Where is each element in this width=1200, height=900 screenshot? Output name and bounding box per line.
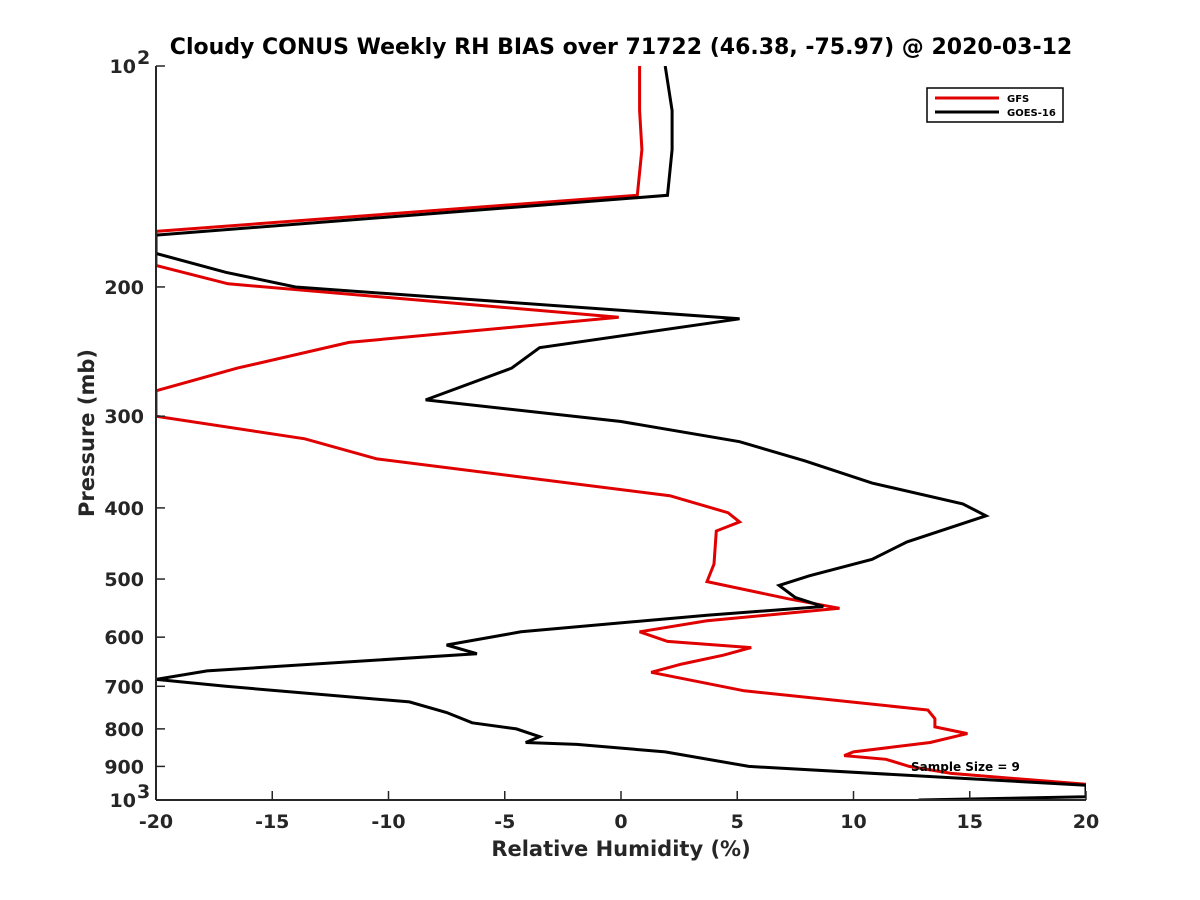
x-tick-label: 15 — [957, 811, 983, 833]
y-tick-label: 900 — [104, 756, 144, 778]
x-axis-label: Relative Humidity (%) — [491, 837, 750, 861]
legend-label-gfs: GFS — [1007, 94, 1029, 105]
legend: GFS GOES-16 — [926, 87, 1064, 123]
x-tick-label: -20 — [139, 811, 173, 833]
y-axis-label: Pressure (mb) — [75, 349, 99, 517]
x-tick-label: 10 — [840, 811, 866, 833]
series-line-gfs — [156, 66, 1086, 786]
y-tick-label: 700 — [104, 676, 144, 698]
series-group — [156, 66, 1086, 800]
y-tick-label: 400 — [104, 498, 144, 520]
legend-label-goes-16: GOES-16 — [1007, 108, 1056, 119]
x-tick-label: 5 — [731, 811, 744, 833]
sample-size-annotation: Sample Size = 9 — [911, 760, 1020, 774]
y-tick-label: 10 — [110, 790, 136, 812]
x-tick-label: 20 — [1073, 811, 1099, 833]
y-tick-label: 10 — [110, 56, 136, 78]
series-line-goes-16 — [156, 66, 1086, 800]
x-tick-label: -5 — [494, 811, 515, 833]
y-tick-exponent: 2 — [137, 47, 150, 69]
y-tick-label: 600 — [104, 627, 144, 649]
y-tick-label: 300 — [104, 406, 144, 428]
x-tick-label: -10 — [371, 811, 405, 833]
y-tick-exponent: 3 — [137, 781, 150, 803]
y-tick-label: 500 — [104, 569, 144, 591]
y-tick-label: 200 — [104, 277, 144, 299]
x-tick-label: -15 — [255, 811, 289, 833]
legend-box — [926, 87, 1064, 123]
x-tick-label: 0 — [614, 811, 627, 833]
chart-title: Cloudy CONUS Weekly RH BIAS over 71722 (… — [170, 35, 1072, 60]
y-tick-label: 800 — [104, 719, 144, 741]
